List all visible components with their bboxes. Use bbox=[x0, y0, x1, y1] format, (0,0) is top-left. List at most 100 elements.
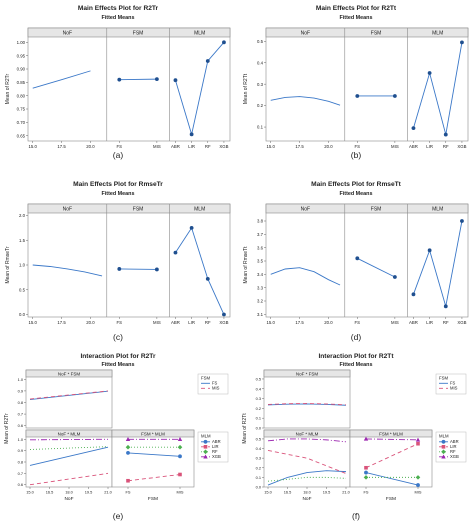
y-tick-label: 3.2 bbox=[257, 299, 264, 304]
y-axis-label: Mean of R2Tt bbox=[242, 413, 248, 444]
y-tick-label: 1.0 bbox=[19, 263, 26, 268]
legend-box bbox=[435, 373, 467, 395]
mean-line bbox=[413, 42, 463, 135]
panel-mlm: MLM ABR LIR RF XGB bbox=[407, 204, 467, 325]
series-line-abr bbox=[29, 446, 109, 466]
y-axis-label: Mean of R2Tr bbox=[5, 73, 11, 104]
series-point-abr bbox=[126, 451, 130, 455]
panel-mlm: MLM ABR LIR RF XGB bbox=[169, 204, 229, 325]
series-point-rf bbox=[177, 444, 183, 450]
x-tick-label: RF bbox=[205, 144, 211, 149]
y-tick-label: 0.8 bbox=[18, 460, 23, 465]
panel-name: FSM * MLM bbox=[379, 431, 403, 436]
x-tick-label: MIS bbox=[391, 144, 399, 149]
chart-title: Main Effects Plot for RmseTr bbox=[73, 181, 163, 188]
y-tick-label: 0.1 bbox=[257, 125, 264, 130]
x-tick-label: 20.0 bbox=[86, 320, 95, 325]
x-tick-label: MIS bbox=[153, 144, 161, 149]
panel-fsm: FSM FS MIS bbox=[344, 28, 399, 149]
mean-point bbox=[205, 276, 210, 281]
series-point-lir bbox=[364, 465, 368, 470]
mean-point bbox=[427, 248, 432, 253]
legend-label: XGB bbox=[450, 454, 459, 459]
x-tick-label: XGB bbox=[457, 144, 466, 149]
y-tick-label: 0.0 bbox=[256, 485, 262, 490]
x-tick-label: 15.0 bbox=[26, 490, 34, 495]
panel-caption: (d) bbox=[351, 332, 362, 342]
x-tick-label: ABR bbox=[171, 320, 180, 325]
x-tick-label: MIS bbox=[153, 320, 161, 325]
interaction-plot-f: Interaction Plot for R2Tt Fitted Means Mea… bbox=[242, 353, 467, 502]
y-tick-label: 0.9 bbox=[18, 388, 23, 393]
x-tick-label: LIR bbox=[188, 144, 195, 149]
fitted-curve bbox=[32, 70, 91, 89]
panel-nof: NoF 15.0 17.5 20.0 bbox=[267, 31, 341, 149]
mean-point bbox=[222, 40, 226, 45]
panel-nof-fsm: NoF * FSM 0.6 0.7 0.8 0.9 1.0 bbox=[18, 369, 113, 429]
main-effects-plot-d: Main Effects Plot for RmseTt Fitted Means… bbox=[243, 181, 469, 325]
legend-label: LIR bbox=[212, 444, 219, 449]
plot-frame bbox=[25, 429, 113, 488]
panel-name: MLM bbox=[194, 31, 205, 37]
y-tick-label: 0.5 bbox=[257, 39, 264, 44]
series-line-xgb bbox=[29, 438, 109, 441]
x-tick-label: MIS bbox=[177, 490, 184, 495]
x-tick-label: RF bbox=[443, 144, 449, 149]
y-tick-label: 1.0 bbox=[18, 437, 24, 442]
x-tick-label: ABR bbox=[409, 144, 418, 149]
panel-name: FSM * MLM bbox=[141, 431, 165, 436]
chart-subtitle: Fitted Means bbox=[102, 15, 135, 21]
panel-nof: NoF 15.0 17.5 20.0 bbox=[267, 207, 341, 325]
y-tick-label: 0.90 bbox=[17, 67, 26, 72]
mean-point bbox=[355, 256, 360, 261]
legend-title: FSM bbox=[439, 376, 448, 381]
legend-marker bbox=[203, 449, 208, 455]
chart-subtitle: Fitted Means bbox=[340, 362, 373, 368]
y-tick-label: 0.2 bbox=[256, 406, 261, 411]
mean-point bbox=[460, 219, 464, 223]
y-tick-label: 0.6 bbox=[18, 482, 23, 487]
x-tick-label: 21.0 bbox=[342, 490, 350, 495]
mean-point bbox=[117, 77, 122, 82]
panel-fsm-mlm: FSM * MLM FS MIS FSM bbox=[349, 429, 433, 502]
panel-name: MLM bbox=[432, 207, 443, 213]
series-point-xgb bbox=[177, 436, 183, 441]
x-tick-label: 17.5 bbox=[295, 320, 304, 325]
legend-box bbox=[197, 373, 229, 395]
mean-line bbox=[175, 226, 225, 315]
x-tick-label: FS bbox=[355, 144, 361, 149]
x-tick-label: 20.0 bbox=[86, 144, 95, 149]
x-tick-label: MIS bbox=[391, 320, 399, 325]
series-line-lir bbox=[127, 474, 181, 482]
panel-name: FSM bbox=[371, 31, 382, 37]
y-axis-label: Mean of R2Tt bbox=[243, 73, 249, 104]
chart-title: Main Effects Plot for RmseTt bbox=[311, 181, 402, 188]
series-line-mis bbox=[267, 403, 347, 406]
panel-caption: (a) bbox=[113, 150, 124, 160]
series-point-rf bbox=[125, 444, 131, 450]
plot-frame bbox=[27, 27, 231, 142]
panel-header-strip bbox=[263, 369, 351, 378]
y-tick-label: 3.5 bbox=[257, 259, 264, 264]
mean-point bbox=[205, 59, 210, 63]
plot-frame bbox=[263, 429, 351, 488]
chart-subtitle: Fitted Means bbox=[340, 15, 373, 21]
panel-nof-fsm: NoF * FSM 0.0 0.1 0.2 0.3 0.4 0.5 bbox=[256, 369, 351, 431]
y-tick-label: 0.3 bbox=[257, 82, 264, 87]
x-tick-label: 15.0 bbox=[29, 320, 38, 325]
legend-marker bbox=[441, 449, 446, 455]
panel-name: NoF bbox=[301, 31, 310, 37]
x-tick-label: 15.0 bbox=[267, 144, 276, 149]
fitted-curve bbox=[32, 264, 103, 277]
mean-point bbox=[154, 267, 159, 272]
mean-point bbox=[411, 292, 416, 297]
y-tick-label: 0.7 bbox=[18, 412, 23, 417]
panel-fsm: FSM FS MIS bbox=[344, 204, 399, 325]
legend-marker bbox=[441, 445, 446, 449]
x-tick-label: FS bbox=[126, 490, 131, 495]
x-tick-label: 18.0 bbox=[65, 490, 73, 495]
series-line-lir bbox=[29, 472, 109, 486]
